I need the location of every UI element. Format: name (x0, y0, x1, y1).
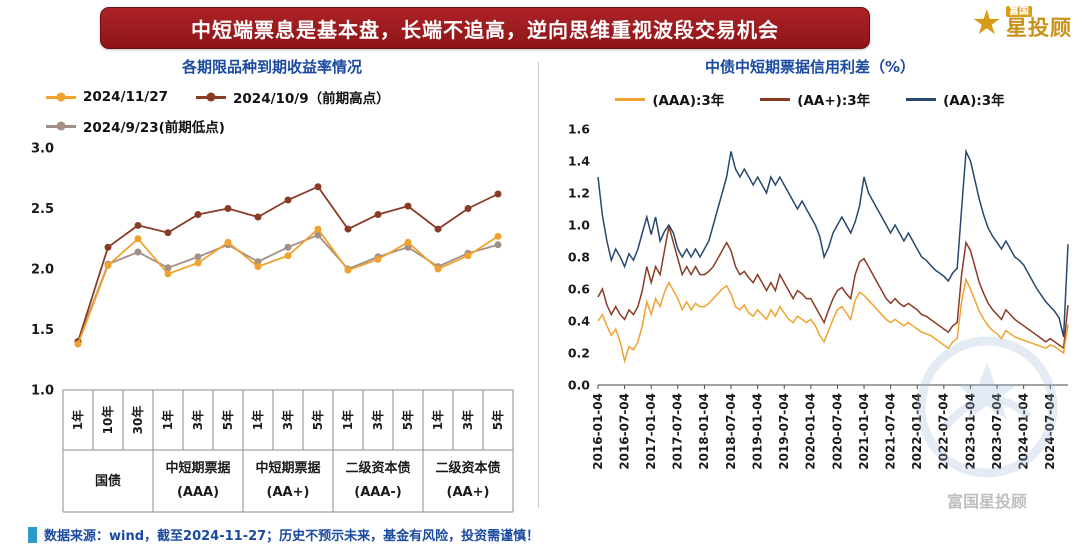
svg-text:2020-07-04: 2020-07-04 (830, 393, 844, 470)
svg-text:2018-01-04: 2018-01-04 (697, 393, 711, 470)
left-chart-legend: 2024/11/27 2024/10/9（前期高点） 2024/9/23(前期低点) (46, 87, 486, 136)
svg-text:国债: 国债 (95, 473, 121, 489)
watermark-text: 富国星投顾 (947, 492, 1027, 511)
legend-label: 2024/11/27 (83, 89, 169, 105)
legend-marker (46, 121, 76, 131)
svg-text:10年: 10年 (100, 406, 115, 435)
svg-text:5年: 5年 (490, 410, 505, 430)
svg-text:2021-07-04: 2021-07-04 (883, 393, 897, 470)
star-icon: ★ (971, 3, 1002, 44)
svg-text:3年: 3年 (280, 410, 295, 430)
brand-large-label: 星投顾 (1006, 16, 1072, 40)
header-title: 中短端票息是基本盘，长端不追高，逆向思维重视波段交易机会 (191, 17, 779, 42)
svg-text:2024-07-04: 2024-07-04 (1043, 393, 1057, 470)
svg-text:2023-01-04: 2023-01-04 (963, 393, 977, 470)
svg-text:3年: 3年 (190, 410, 205, 430)
svg-text:(AAA-): (AAA-) (354, 485, 401, 500)
svg-text:2016-07-04: 2016-07-04 (617, 393, 631, 470)
svg-text:0.2: 0.2 (568, 346, 590, 361)
legend-label: 2024/10/9（前期高点） (233, 91, 390, 107)
svg-text:3年: 3年 (370, 410, 385, 430)
svg-text:2018-07-04: 2018-07-04 (724, 393, 738, 470)
svg-text:1.6: 1.6 (568, 122, 590, 137)
legend-marker (760, 97, 791, 101)
footer-accent-bar (28, 526, 37, 543)
svg-text:1年: 1年 (160, 410, 175, 430)
footer: 数据来源：wind，截至2024-11-27；历史不预示未来，基金有风险，投资需… (28, 525, 539, 544)
svg-text:二级资本债: 二级资本债 (435, 460, 500, 476)
svg-text:2020-01-04: 2020-01-04 (804, 393, 818, 470)
right-chart-plot: 0.0 0.2 0.4 0.6 0.8 1.0 1.2 1.4 1.6 2016-01-04 201… (568, 122, 1069, 470)
svg-text:1.5: 1.5 (31, 323, 54, 338)
svg-text:1年: 1年 (250, 410, 265, 430)
svg-text:2019-01-04: 2019-01-04 (750, 393, 764, 470)
svg-text:2021-01-04: 2021-01-04 (857, 393, 871, 470)
svg-text:2019-07-04: 2019-07-04 (777, 393, 791, 470)
svg-text:0.0: 0.0 (568, 378, 590, 393)
brand-logo: ★ 富国 星投顾 (972, 6, 1072, 40)
svg-text:2023-07-04: 2023-07-04 (990, 393, 1004, 470)
legend-marker-dot (206, 92, 216, 102)
legend-marker (196, 92, 227, 102)
svg-text:30年: 30年 (130, 406, 145, 435)
svg-text:(AA+): (AA+) (447, 485, 490, 500)
legend-label: (AAA):3年 (652, 93, 725, 109)
svg-text:2.5: 2.5 (31, 202, 54, 217)
svg-text:2016-01-04: 2016-01-04 (591, 393, 605, 470)
svg-text:二级资本债: 二级资本债 (345, 460, 410, 476)
right-chart-legend: (AAA):3年 (AA+):3年 (AA):3年 (548, 89, 1072, 109)
left-chart-plot: 1.0 1.5 2.0 2.5 3.0 1年 10年 30年 1年 3年 5年 1年 3年 5年 1年 3年 5… (31, 142, 514, 513)
svg-text:0.4: 0.4 (568, 314, 590, 329)
svg-text:5年: 5年 (220, 410, 235, 430)
left-chart-title: 各期限品种到期收益率情况 (181, 58, 362, 76)
credit-spread-panel: 中债中短期票据信用利差（%） (AAA):3年 (AA+):3年 (AA):3年 0… (548, 56, 1072, 477)
footer-text: 数据来源：wind，截至2024-11-27；历史不预示未来，基金有风险，投资需… (44, 529, 540, 544)
svg-text:3.0: 3.0 (31, 142, 54, 157)
panel-divider (538, 62, 539, 508)
svg-text:3年: 3年 (460, 410, 475, 430)
svg-text:1.0: 1.0 (31, 384, 54, 399)
svg-text:1年: 1年 (70, 410, 85, 430)
svg-text:5年: 5年 (310, 410, 325, 430)
legend-marker (615, 97, 646, 101)
brand-text-block: 富国 星投顾 (1006, 6, 1072, 40)
legend-label: 2024/9/23(前期低点) (83, 120, 225, 136)
right-chart-title: 中债中短期票据信用利差（%） (704, 58, 916, 76)
svg-text:中短期票据: 中短期票据 (165, 460, 230, 476)
legend-item: 2024/11/27 (46, 89, 168, 105)
svg-text:2017-07-04: 2017-07-04 (671, 393, 685, 470)
legend-item: 2024/10/9（前期高点） (196, 87, 390, 107)
yield-curve-panel: 各期限品种到期收益率情况 2024/11/27 2024/10/9（前期高点） 20… (18, 56, 526, 518)
legend-item: 2024/9/23(前期低点) (46, 116, 225, 136)
legend-item: (AAA):3年 (615, 89, 724, 109)
legend-label: (AA):3年 (943, 93, 1005, 109)
legend-marker-dot (56, 121, 66, 131)
svg-text:2022-07-04: 2022-07-04 (937, 393, 951, 470)
legend-marker (906, 97, 937, 101)
svg-text:(AAA): (AAA) (177, 485, 219, 500)
legend-marker (46, 92, 76, 102)
svg-text:2022-01-04: 2022-01-04 (910, 393, 924, 470)
header-banner: 中短端票息是基本盘，长端不追高，逆向思维重视波段交易机会 (100, 7, 870, 49)
brand-small-label: 富国 (1006, 6, 1032, 17)
legend-item: (AA+):3年 (760, 89, 870, 109)
legend-label: (AA+):3年 (797, 93, 871, 109)
svg-text:1.2: 1.2 (568, 186, 590, 201)
svg-text:0.8: 0.8 (568, 250, 590, 265)
svg-text:2024-01-04: 2024-01-04 (1017, 393, 1031, 470)
svg-text:2.0: 2.0 (31, 263, 54, 278)
legend-item: (AA):3年 (906, 89, 1005, 109)
svg-text:1年: 1年 (430, 410, 445, 430)
svg-text:(AA+): (AA+) (267, 485, 310, 500)
svg-text:中短期票据: 中短期票据 (255, 460, 320, 476)
svg-text:1.0: 1.0 (568, 218, 590, 233)
svg-text:2017-01-04: 2017-01-04 (644, 393, 658, 470)
legend-marker-dot (56, 92, 66, 102)
svg-text:5年: 5年 (400, 410, 415, 430)
svg-text:0.6: 0.6 (568, 282, 590, 297)
svg-text:1年: 1年 (340, 410, 355, 430)
svg-text:1.4: 1.4 (568, 154, 590, 169)
